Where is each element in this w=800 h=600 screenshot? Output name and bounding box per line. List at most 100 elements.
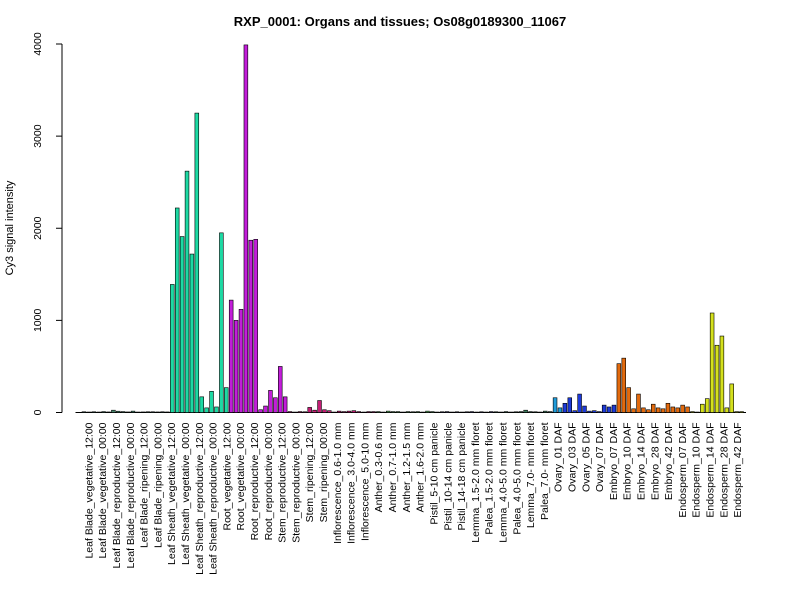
bar: [356, 411, 361, 413]
bar: [209, 391, 214, 413]
bar: [297, 411, 303, 413]
bar: [385, 410, 391, 413]
bar: [493, 411, 499, 413]
x-tick-label: Embryo_28 DAF: [649, 423, 661, 501]
bar: [631, 408, 636, 413]
x-tick-label: Stem_ripening_00:00: [318, 422, 330, 522]
bar: [567, 397, 572, 413]
x-tick-label: Lemma_1.5-2.0 mm floret: [470, 422, 482, 542]
x-tick-label: Leaf Blade_reproductive_00:00: [125, 422, 137, 568]
bar: [489, 411, 494, 413]
bar: [361, 411, 366, 413]
x-tick-label: Inflorescence_5.0-10 mm: [359, 422, 371, 541]
bar: [459, 411, 465, 413]
x-tick-label: Palea_4.0-5.0 mm floret: [511, 422, 523, 534]
y-tick-label: 3000: [32, 124, 44, 148]
bar: [268, 390, 273, 413]
bar: [518, 411, 523, 413]
bar: [626, 387, 631, 413]
bar: [479, 411, 484, 413]
bar: [606, 406, 612, 413]
bar: [449, 411, 455, 413]
bar: [680, 404, 685, 413]
bar: [405, 411, 411, 413]
bar: [533, 411, 538, 413]
bar: [415, 411, 420, 413]
y-tick-label: 4000: [32, 32, 44, 56]
bar: [420, 411, 425, 413]
bar: [592, 410, 597, 413]
bar: [714, 344, 720, 413]
bar: [312, 409, 317, 413]
x-tick-label: Embryo_10 DAF: [622, 423, 634, 501]
bar: [616, 363, 622, 413]
x-tick-label: Leaf Blade_ripening_00:00: [152, 422, 164, 548]
bar: [508, 411, 514, 413]
x-tick-label: Leaf Sheath_vegetative_12:00: [166, 422, 178, 565]
bar: [469, 411, 474, 413]
x-tick-label: Anther_0.3-0.6 mm: [373, 422, 385, 512]
x-tick-label: Lemma_4.0-5.0 mm floret: [498, 422, 510, 542]
bar: [454, 411, 460, 413]
bar: [390, 411, 396, 413]
x-tick-label: Leaf Sheath_reproductive_12:00: [194, 422, 206, 575]
bar: [557, 407, 563, 413]
bar: [562, 402, 568, 413]
bar: [327, 410, 332, 413]
bar: [704, 398, 710, 413]
bar: [601, 404, 607, 413]
x-tick-label: Palea_7.0- mm floret: [539, 422, 551, 520]
bar: [538, 411, 543, 413]
x-tick-label: Stem_ripening_12:00: [304, 422, 316, 522]
bar: [170, 284, 175, 413]
bar: [322, 409, 327, 413]
bar: [179, 236, 185, 413]
bar: [665, 402, 671, 413]
x-tick-label: Ovary_05 DAF: [580, 423, 592, 492]
bar: [685, 406, 690, 413]
bar: [81, 411, 87, 413]
bar: [395, 411, 401, 413]
bar: [155, 411, 160, 413]
bar: [435, 411, 440, 413]
bar: [106, 411, 111, 413]
bar: [523, 409, 528, 413]
bar: [498, 411, 504, 413]
x-tick-label: Inflorescence_0.6-1.0 mm: [332, 422, 344, 544]
x-tick-label: Pistil_5-10 cm panicle: [429, 422, 441, 524]
bar: [189, 253, 195, 413]
bar: [371, 411, 376, 413]
bar: [273, 397, 278, 413]
bar: [611, 404, 617, 413]
bar: [376, 411, 381, 413]
bar: [572, 410, 577, 413]
bars: [81, 44, 744, 413]
x-tick-label: Anther_0.7-1.0 mm: [387, 422, 399, 512]
chart-title: RXP_0001: Organs and tissues; Os08g01893…: [234, 14, 566, 29]
bar: [91, 411, 96, 413]
bar: [621, 357, 626, 413]
bar: [381, 411, 386, 413]
bar: [587, 410, 592, 413]
bar: [96, 411, 101, 413]
bar: [690, 411, 695, 413]
bar: [287, 411, 293, 413]
x-tick-label: Inflorescence_3.0-4.0 mm: [346, 422, 358, 544]
bar: [165, 411, 170, 413]
bar: [641, 407, 646, 413]
bar: [317, 400, 322, 413]
bar: [464, 411, 469, 413]
bar: [125, 411, 131, 413]
bar: [660, 408, 666, 413]
bar: [582, 405, 587, 413]
x-tick-label: Endosperm_07 DAF: [677, 423, 689, 518]
bar: [248, 239, 254, 413]
x-tick-label: Endosperm_14 DAF: [705, 423, 717, 518]
x-tick-label: Stem_reproductive_00:00: [290, 422, 302, 542]
bar: [116, 410, 121, 413]
bar: [336, 410, 342, 413]
bar: [278, 366, 283, 413]
bar: [351, 410, 357, 413]
bar: [204, 407, 209, 413]
